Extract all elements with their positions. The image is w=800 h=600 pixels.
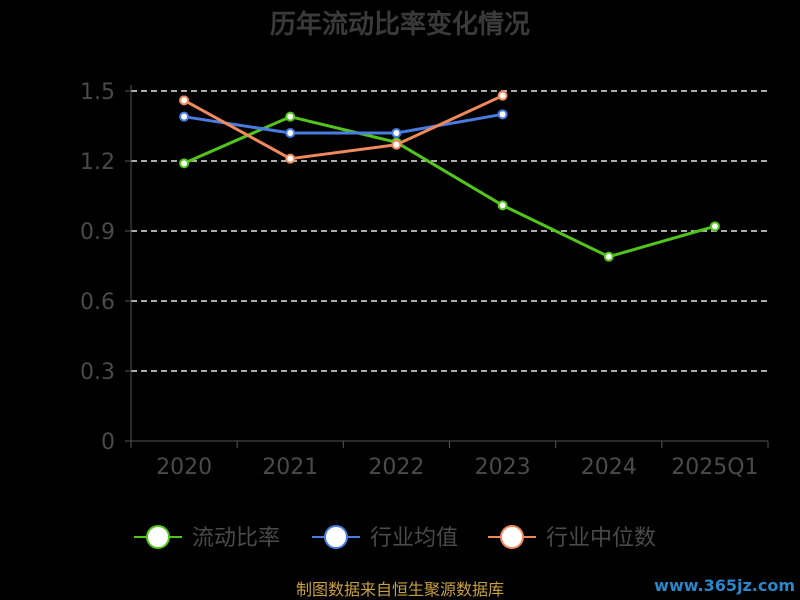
legend: 流动比率 行业均值 行业中位数 [134, 525, 656, 551]
data-point [179, 111, 190, 122]
data-point [285, 128, 296, 138]
legend-marker [324, 525, 348, 549]
series-2 [179, 90, 508, 164]
y-tick-label: 1.2 [80, 150, 115, 175]
data-point [285, 111, 296, 122]
data-point [179, 95, 190, 106]
data-point [497, 200, 508, 211]
x-tick-label: 2022 [368, 455, 424, 480]
series-line [183, 94, 504, 161]
series [179, 90, 720, 262]
legend-item-1: 行业均值 [312, 525, 458, 551]
y-tick-label: 0.6 [80, 290, 115, 315]
y-tick-label: 0 [101, 430, 115, 455]
series-line [183, 115, 716, 259]
data-point [497, 109, 508, 120]
legend-label: 流动比率 [192, 526, 280, 551]
y-tick-label: 1.5 [80, 80, 115, 105]
data-point [603, 251, 614, 262]
x-tick-label: 2025Q1 [671, 455, 758, 480]
legend-label: 行业均值 [370, 526, 458, 551]
chart-title: 历年流动比率变化情况 [270, 9, 530, 40]
series-1 [179, 109, 508, 138]
x-tick-label: 2020 [156, 455, 212, 480]
grid [131, 90, 768, 372]
legend-marker [500, 525, 524, 549]
x-tick-label: 2023 [475, 455, 531, 480]
series-0 [179, 111, 720, 262]
legend-label: 行业中位数 [546, 526, 656, 551]
y-tick-label: 0.3 [80, 360, 115, 385]
data-point [285, 153, 296, 164]
axes: 0 0.3 0.6 0.9 1.2 1.5 2020 2021 2022 2023 2024 2025… [80, 80, 769, 480]
data-point [391, 139, 402, 150]
x-tick-label: 2024 [581, 455, 637, 480]
legend-item-2: 行业中位数 [488, 525, 656, 551]
data-point [179, 158, 190, 169]
data-point [709, 221, 720, 232]
legend-item-0: 流动比率 [134, 525, 280, 551]
data-point [391, 128, 402, 138]
series-line [183, 112, 503, 135]
data-source-note: 制图数据来自恒生聚源数据库 [296, 580, 504, 599]
watermark: www.365jz.com [654, 576, 795, 595]
legend-marker [146, 525, 170, 549]
x-tick-label: 2021 [262, 455, 318, 480]
data-point [497, 90, 508, 101]
y-tick-label: 0.9 [80, 220, 115, 245]
